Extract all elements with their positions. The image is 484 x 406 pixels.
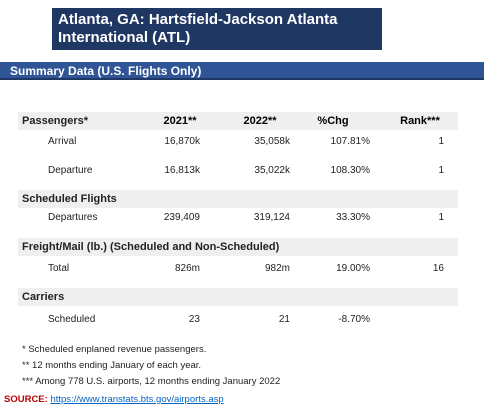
cell-value: -8.70% bbox=[338, 314, 370, 325]
source-label: SOURCE: bbox=[4, 394, 48, 405]
cell-value: 16,870k bbox=[164, 136, 200, 147]
column-header: Rank*** bbox=[400, 115, 440, 127]
subtitle-bar: Summary Data (U.S. Flights Only) bbox=[0, 62, 484, 80]
source-link[interactable]: https://www.transtats.bts.gov/airports.a… bbox=[50, 394, 224, 405]
section-header: Passengers* bbox=[18, 112, 458, 130]
cell-value: 19.00% bbox=[336, 263, 370, 274]
cell-value: 108.30% bbox=[330, 165, 370, 176]
cell-value: 35,058k bbox=[254, 136, 290, 147]
cell-value: 319,124 bbox=[253, 212, 290, 223]
cell-value: 33.30% bbox=[336, 212, 370, 223]
column-header: %Chg bbox=[317, 115, 349, 127]
row-label: Arrival bbox=[48, 136, 77, 147]
cell-value: 1 bbox=[438, 165, 444, 176]
title-line: International (ATL) bbox=[58, 29, 191, 46]
cell-value: 239,409 bbox=[163, 212, 200, 223]
row-label: Departure bbox=[48, 165, 93, 176]
cell-value: 107.81% bbox=[330, 136, 370, 147]
section-header: Freight/Mail (lb.) (Scheduled and Non-Sc… bbox=[18, 238, 458, 256]
title-box: Atlanta, GA: Hartsfield-Jackson Atlanta … bbox=[52, 8, 382, 50]
column-header: 2022** bbox=[243, 115, 277, 127]
row-label: Total bbox=[48, 263, 70, 274]
cell-value: 23 bbox=[188, 314, 200, 325]
footnote: ** 12 months ending January of each year… bbox=[22, 360, 202, 371]
footnote: *** Among 778 U.S. airports, 12 months e… bbox=[22, 376, 281, 387]
cell-value: 1 bbox=[438, 212, 444, 223]
cell-value: 35,022k bbox=[254, 165, 290, 176]
cell-value: 826m bbox=[174, 263, 200, 274]
cell-value: 16,813k bbox=[164, 165, 200, 176]
row-label: Scheduled bbox=[48, 314, 96, 325]
cell-value: 16 bbox=[432, 263, 444, 274]
cell-value: 21 bbox=[278, 314, 290, 325]
source-line: SOURCE: https://www.transtats.bts.gov/ai… bbox=[4, 394, 224, 405]
section-header: Scheduled Flights bbox=[18, 190, 458, 208]
column-header: 2021** bbox=[163, 115, 197, 127]
section-header: Carriers bbox=[18, 288, 458, 306]
cell-value: 1 bbox=[438, 136, 444, 147]
footnote: * Scheduled enplaned revenue passengers. bbox=[22, 344, 207, 355]
cell-value: 982m bbox=[264, 263, 290, 274]
title-line: Atlanta, GA: Hartsfield-Jackson Atlanta bbox=[58, 11, 338, 28]
row-label: Departures bbox=[48, 212, 98, 223]
